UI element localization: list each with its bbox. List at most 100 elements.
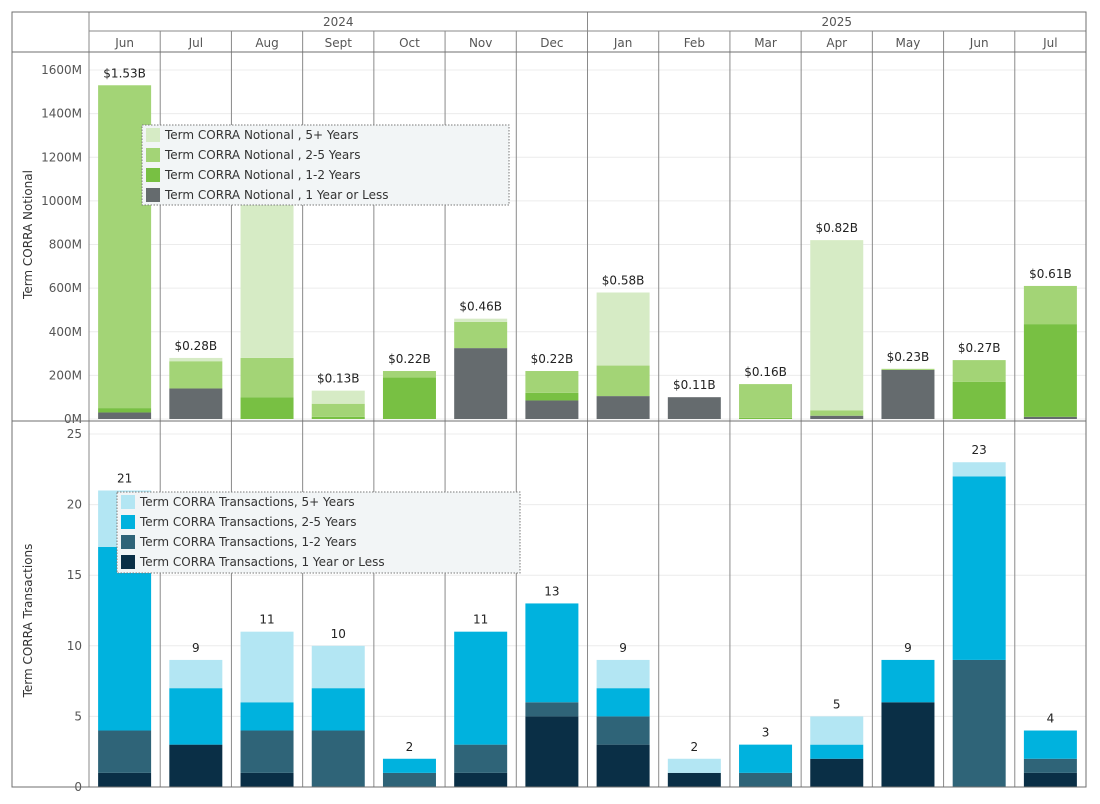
transactions-bar-segment[interactable] — [311, 688, 365, 731]
transactions-bar-segment[interactable] — [525, 716, 579, 787]
notional-bar-segment[interactable] — [739, 384, 793, 418]
notional-bar-segment[interactable] — [1023, 285, 1077, 325]
transactions-bar-segment[interactable] — [596, 688, 650, 717]
transactions-bar-segment[interactable] — [169, 744, 223, 787]
transactions-bar-segment[interactable] — [810, 716, 864, 745]
notional-bar-segment[interactable] — [810, 410, 864, 416]
transactions-bar-segment[interactable] — [98, 546, 152, 731]
transactions-bar-segment[interactable] — [240, 631, 294, 703]
transactions-y-tick: 20 — [67, 498, 82, 512]
notional-bar-segment[interactable] — [98, 412, 152, 419]
notional-bar-segment[interactable] — [1023, 416, 1077, 419]
transactions-bar-segment[interactable] — [454, 631, 508, 745]
notional-bar-segment[interactable] — [739, 417, 793, 419]
notional-total-label: $0.27B — [958, 341, 1001, 355]
notional-y-tick: 800M — [49, 238, 82, 252]
transactions-bar-segment[interactable] — [525, 603, 579, 703]
notional-legend-label: Term CORRA Notional , 1-2 Years — [164, 168, 360, 182]
transactions-bar-segment[interactable] — [311, 645, 365, 689]
transactions-legend-swatch — [121, 495, 135, 509]
transactions-bar-segment[interactable] — [525, 702, 579, 717]
notional-bar-segment[interactable] — [596, 292, 650, 366]
transactions-bar-segment[interactable] — [98, 730, 152, 773]
transactions-bar-segment[interactable] — [240, 772, 294, 787]
transactions-bar-segment[interactable] — [739, 772, 793, 787]
transactions-bar-segment[interactable] — [382, 758, 436, 773]
transactions-bar-segment[interactable] — [240, 730, 294, 773]
notional-bar-segment[interactable] — [810, 240, 864, 411]
notional-bar-segment[interactable] — [525, 400, 579, 419]
notional-y-tick: 1400M — [41, 107, 82, 121]
transactions-bar-segment[interactable] — [1023, 730, 1077, 759]
transactions-bar-segment[interactable] — [739, 744, 793, 773]
notional-bar-segment[interactable] — [311, 390, 365, 404]
transactions-bar-segment[interactable] — [169, 659, 223, 689]
notional-bar-segment[interactable] — [454, 348, 508, 419]
transactions-bar-segment[interactable] — [596, 744, 650, 787]
transactions-bar-segment[interactable] — [454, 772, 508, 787]
transactions-bar-segment[interactable] — [596, 659, 650, 689]
notional-bar-segment[interactable] — [952, 360, 1006, 382]
transactions-total-label: 23 — [972, 443, 987, 457]
notional-bar-segment[interactable] — [454, 321, 508, 349]
notional-bar-segment[interactable] — [240, 200, 294, 358]
transactions-bar-segment[interactable] — [311, 730, 365, 787]
notional-legend-swatch — [146, 168, 160, 182]
notional-y-tick: 400M — [49, 325, 82, 339]
transactions-bar-segment[interactable] — [667, 758, 721, 773]
transactions-bar-segment[interactable] — [1023, 772, 1077, 787]
notional-bar-segment[interactable] — [382, 377, 436, 419]
transactions-bar-segment[interactable] — [240, 702, 294, 731]
transactions-total-label: 10 — [331, 627, 346, 641]
transactions-bar-segment[interactable] — [454, 744, 508, 773]
transactions-total-label: 9 — [192, 641, 200, 655]
transactions-bar-segment[interactable] — [1023, 758, 1077, 773]
month-header: Oct — [399, 36, 420, 50]
transactions-bar-segment[interactable] — [952, 476, 1006, 660]
notional-bar-segment[interactable] — [169, 388, 223, 419]
notional-bar-segment[interactable] — [1023, 324, 1077, 417]
transactions-bar-segment[interactable] — [169, 688, 223, 745]
transactions-bar-segment[interactable] — [667, 772, 721, 787]
transactions-bar-segment[interactable] — [596, 716, 650, 745]
month-header: Jun — [114, 36, 134, 50]
notional-bar-segment[interactable] — [382, 371, 436, 378]
notional-bar-segment[interactable] — [454, 318, 508, 322]
notional-bar-segment[interactable] — [810, 415, 864, 419]
month-header: Jun — [969, 36, 989, 50]
notional-bar-segment[interactable] — [240, 397, 294, 419]
notional-bar-segment[interactable] — [240, 357, 294, 398]
notional-bar-segment[interactable] — [667, 397, 721, 419]
transactions-bar-segment[interactable] — [881, 659, 935, 703]
notional-bar-segment[interactable] — [98, 408, 152, 413]
transactions-bar-segment[interactable] — [98, 772, 152, 787]
notional-bar-segment[interactable] — [881, 368, 935, 370]
notional-legend-swatch — [146, 128, 160, 142]
chart-frame — [11, 11, 1087, 788]
notional-total-label: $0.22B — [531, 352, 574, 366]
transactions-legend-label: Term CORRA Transactions, 2-5 Years — [139, 515, 357, 529]
notional-bar-segment[interactable] — [311, 416, 365, 419]
transactions-total-label: 4 — [1047, 712, 1055, 726]
month-header: Sept — [325, 36, 353, 50]
transactions-bar-segment[interactable] — [952, 659, 1006, 787]
transactions-bar-segment[interactable] — [810, 744, 864, 759]
notional-bar-segment[interactable] — [596, 396, 650, 419]
transactions-y-tick: 5 — [74, 709, 82, 723]
transactions-bar-segment[interactable] — [952, 462, 1006, 477]
transactions-bar-segment[interactable] — [881, 702, 935, 787]
transactions-bar-segment[interactable] — [382, 772, 436, 787]
notional-y-tick: 1600M — [41, 63, 82, 77]
notional-bar-segment[interactable] — [881, 369, 935, 419]
notional-bar-segment[interactable] — [169, 357, 223, 362]
notional-bar-segment[interactable] — [169, 361, 223, 389]
notional-bar-segment[interactable] — [596, 365, 650, 397]
notional-y-tick: 600M — [49, 281, 82, 295]
notional-y-tick: 1200M — [41, 150, 82, 164]
notional-bar-segment[interactable] — [525, 371, 579, 393]
notional-bar-segment[interactable] — [525, 392, 579, 401]
notional-bar-segment[interactable] — [311, 403, 365, 417]
transactions-y-axis-title: Term CORRA Transactions — [21, 544, 35, 699]
transactions-bar-segment[interactable] — [810, 758, 864, 787]
notional-bar-segment[interactable] — [952, 381, 1006, 419]
